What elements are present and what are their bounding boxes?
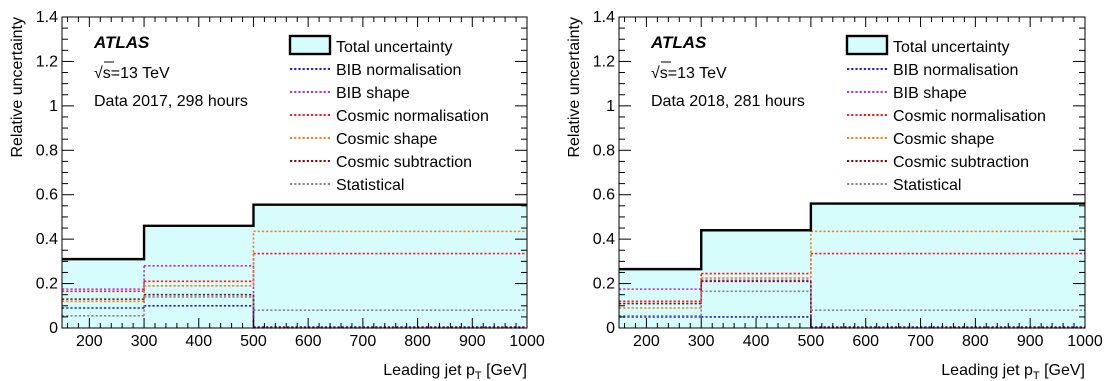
y-tick-label: 0.4 [36,231,58,248]
x-axis-label-subscript: T [475,370,482,381]
legend-label: BIB normalisation [893,62,1018,79]
x-tick-label: 500 [240,333,267,350]
y-tick-label: 1.4 [36,9,58,26]
legend-label: Cosmic normalisation [893,108,1046,125]
legend-label: Total uncertainty [336,39,453,56]
y-tick-label: 0 [606,320,615,337]
y-tick-label: 1 [49,98,58,115]
x-tick-label: 300 [688,333,715,350]
y-tick-label: 1 [606,98,615,115]
x-tick-label: 700 [907,333,934,350]
y-axis-label: Relative uncertainty [566,17,583,158]
x-axis-label: Leading jet pT [GeV] [383,362,527,381]
x-tick-label: 300 [131,333,158,350]
y-tick-label: 1.2 [593,53,615,70]
x-tick-label: 400 [185,333,212,350]
y-tick-label: 0.4 [593,231,615,248]
energy-label: √s=13 TeV [651,65,727,82]
y-tick-label: 0.6 [593,187,615,204]
x-tick-label: 900 [1017,333,1044,350]
total-uncertainty-line [619,202,1085,271]
x-axis-label-unit: [GeV] [1040,362,1085,379]
chart-panel-2: 200 300 400 500 600 700 800 900 1000 0 0.2 0.4 0.6 0.… [566,9,1103,381]
legend-label: Cosmic normalisation [336,108,489,125]
y-tick-label: 1.2 [36,53,58,70]
x-axis-label-subscript: T [1033,370,1040,381]
legend-label: Total uncertainty [893,39,1010,56]
series-cosmic-shape [62,230,527,303]
x-tick-label: 500 [798,333,825,350]
x-tick-label: 600 [295,333,322,350]
x-tick-label: 600 [852,333,879,350]
y-tick-label: 0.8 [36,142,58,159]
x-axis-label: Leading jet pT [GeV] [941,362,1085,381]
legend-label: BIB shape [336,85,410,102]
y-tick-label: 0.8 [593,142,615,159]
atlas-label: ATLAS [93,33,150,52]
series-statistical [619,290,1085,317]
x-axis-label-unit: [GeV] [482,362,527,379]
energy-label: √s=13 TeV [94,65,170,82]
legend-label: BIB shape [893,85,967,102]
data-period-label: Data 2018, 281 hours [651,93,805,110]
y-tick-label: 0.2 [593,276,615,293]
legend-swatch-total [288,34,332,56]
y-tick-label: 0.6 [36,187,58,204]
x-tick-label: 200 [633,333,660,350]
y-tick-label: 0.2 [36,276,58,293]
legend-label: Statistical [893,177,961,194]
data-period-label: Data 2017, 298 hours [94,93,248,110]
y-axis-label: Relative uncertainty [9,17,26,158]
x-tick-label: 800 [962,333,989,350]
legend-label: Statistical [336,177,404,194]
x-tick-label: 400 [743,333,770,350]
legend-label: BIB normalisation [336,62,461,79]
legend-label: Cosmic shape [893,131,994,148]
total-uncertainty-line [62,203,527,261]
y-tick-label: 0 [49,320,58,337]
legend-label: Cosmic subtraction [893,154,1029,171]
legend-label: Cosmic subtraction [336,154,472,171]
x-tick-label: 1000 [509,333,545,350]
legend-swatch-total [845,34,889,56]
series-statistical [62,296,527,317]
x-tick-label: 1000 [1067,333,1103,350]
x-tick-label: 800 [404,333,431,350]
legend-label: Cosmic shape [336,131,437,148]
x-tick-label: 900 [459,333,486,350]
x-tick-label: 200 [76,333,103,350]
chart-panel-1: 200 300 400 500 600 700 800 900 1000 0 0.2 0.4 0.6 0.… [9,9,545,381]
total-uncertainty-fill [619,203,1085,328]
x-tick-label: 700 [350,333,377,350]
y-tick-label: 1.4 [593,9,615,26]
atlas-label: ATLAS [650,33,707,52]
